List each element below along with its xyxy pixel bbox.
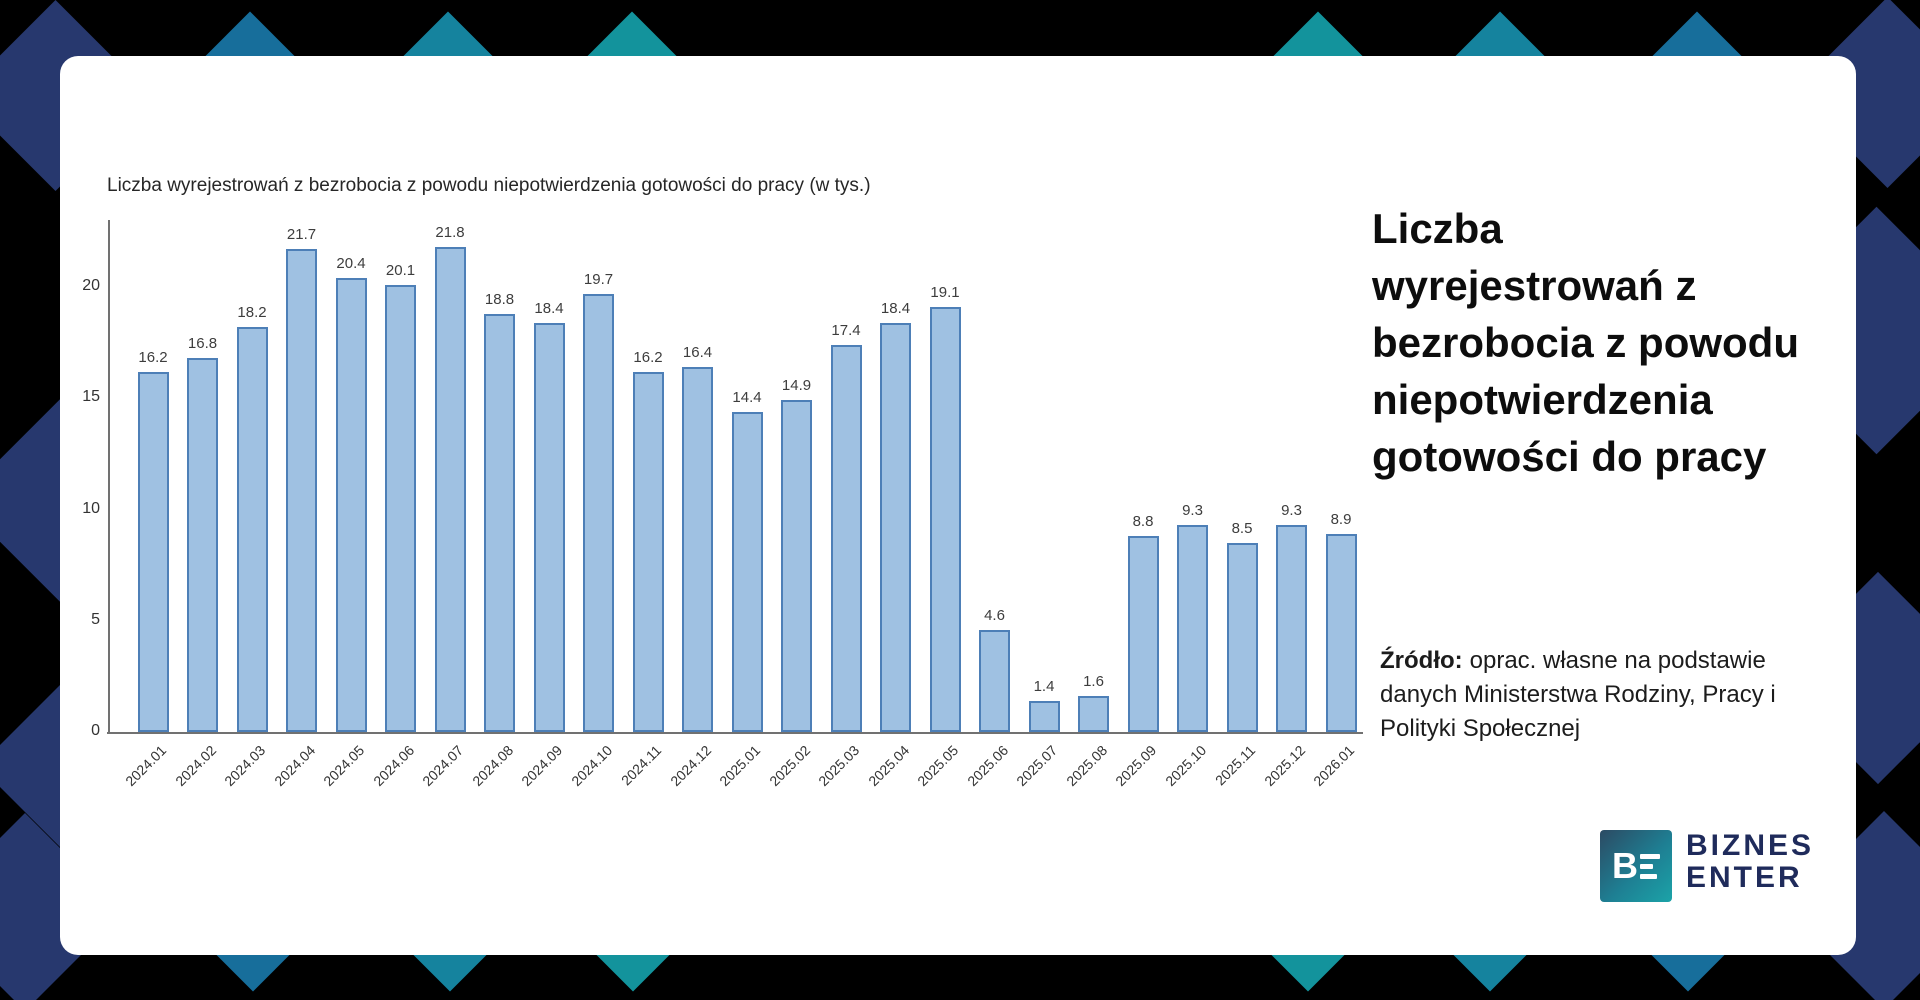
bar-value-label: 9.3 <box>1281 502 1302 520</box>
bar-value-label: 8.5 <box>1231 519 1253 537</box>
bar-value-label: 20.4 <box>336 255 366 273</box>
bar-value-label: 19.7 <box>583 270 614 288</box>
headline: Liczba wyrejestrowań z bezrobocia z powo… <box>1372 205 1799 481</box>
source-text: oprac. własne na podstawie danych Minist… <box>1380 647 1776 743</box>
biznes-enter-logo: B BIZNES ENTER <box>1600 830 1814 902</box>
bar <box>1325 533 1357 732</box>
y-axis-line <box>108 220 110 734</box>
source-note: Źródło: oprac. własne na podstawie danych… <box>1380 644 1835 746</box>
bar-value-label: 8.9 <box>1330 510 1352 528</box>
bar <box>583 293 614 732</box>
bar <box>731 411 763 732</box>
y-tick-label: 10 <box>82 499 100 517</box>
bar-value-label: 14.9 <box>781 377 812 395</box>
bar <box>1078 696 1109 732</box>
bar <box>929 307 961 732</box>
bar-value-label: 21.8 <box>435 223 465 241</box>
bar-value-label: 18.4 <box>534 299 564 317</box>
bar <box>335 278 367 732</box>
bar <box>533 322 565 732</box>
bar-value-label: 18.8 <box>484 290 515 308</box>
bar-value-label: 4.6 <box>984 606 1005 624</box>
bar <box>187 358 218 732</box>
bar-value-label: 18.2 <box>237 304 267 322</box>
logo-monogram: B <box>1600 830 1672 902</box>
bar-value-label: 18.4 <box>880 299 911 317</box>
y-tick-label: 20 <box>82 277 100 294</box>
bar <box>1276 525 1307 732</box>
bar-value-label: 9.3 <box>1182 502 1203 520</box>
bar <box>286 249 317 732</box>
chart-title: Liczba wyrejestrowań z bezrobocia z powo… <box>107 175 871 196</box>
bar-value-label: 1.4 <box>1033 677 1055 695</box>
bar-value-label: 8.8 <box>1132 513 1154 531</box>
bar <box>484 313 515 732</box>
y-tick-label: 0 <box>91 722 100 739</box>
source-label: Źródło: <box>1380 647 1463 674</box>
bar <box>137 371 169 732</box>
bar <box>385 284 416 732</box>
bar-value-label: 16.2 <box>138 348 168 366</box>
bar-value-label: 1.6 <box>1083 673 1104 691</box>
bar-value-label: 17.4 <box>831 321 861 339</box>
bar-value-label: 16.4 <box>682 344 713 362</box>
bar-value-label: 19.1 <box>930 284 960 302</box>
bar-value-label: 16.8 <box>187 335 218 353</box>
bar-value-label: 20.1 <box>385 261 416 279</box>
bar <box>830 344 862 732</box>
y-tick-label: 15 <box>82 388 100 406</box>
bar-value-label: 14.4 <box>732 388 762 406</box>
bar <box>434 246 466 732</box>
logo-monogram-letter-b: B <box>1612 845 1638 886</box>
logo-line-enter: ENTER <box>1686 861 1803 894</box>
bar <box>1127 536 1159 732</box>
bar <box>1177 525 1208 732</box>
x-axis-line <box>107 732 1363 734</box>
logo-text: BIZNES ENTER <box>1686 830 1814 894</box>
bar-value-label: 16.2 <box>633 348 663 366</box>
bar <box>1226 542 1258 732</box>
bar <box>880 322 911 732</box>
y-tick-label: 5 <box>91 610 100 628</box>
bar <box>632 371 664 732</box>
bar-value-label: 21.7 <box>286 226 317 244</box>
bar <box>1028 700 1060 732</box>
bar <box>682 367 713 732</box>
bar <box>979 629 1010 732</box>
logo-line-biznes: BIZNES <box>1686 829 1815 862</box>
bar <box>781 400 812 732</box>
monogram-e-icon <box>1640 851 1660 881</box>
bar <box>236 327 268 732</box>
